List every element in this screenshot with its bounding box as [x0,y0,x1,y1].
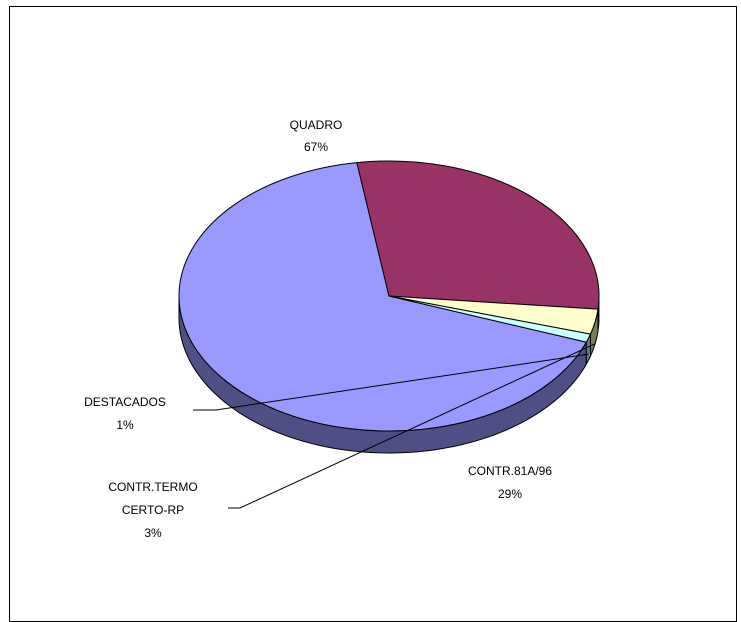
value-destacados: 1% [116,418,134,432]
label-destacados: DESTACADOS [84,395,166,409]
slice-contr-81a-96 [356,160,600,310]
label-contr-81a: CONTR.81A/96 [468,464,552,478]
slice-quadro [178,162,588,432]
slice-destacados [388,295,592,343]
label-contr-termo-line1: CONTR.TERMO [108,480,197,494]
value-contr-termo: 3% [144,526,162,540]
label-quadro: QUADRO [290,118,343,132]
leader-contr-termo [228,343,596,509]
label-contr-termo-line2: CERTO-RP [122,503,184,517]
value-contr-81a: 29% [498,487,522,501]
value-quadro: 67% [304,140,328,154]
leader-destacados [193,353,589,411]
